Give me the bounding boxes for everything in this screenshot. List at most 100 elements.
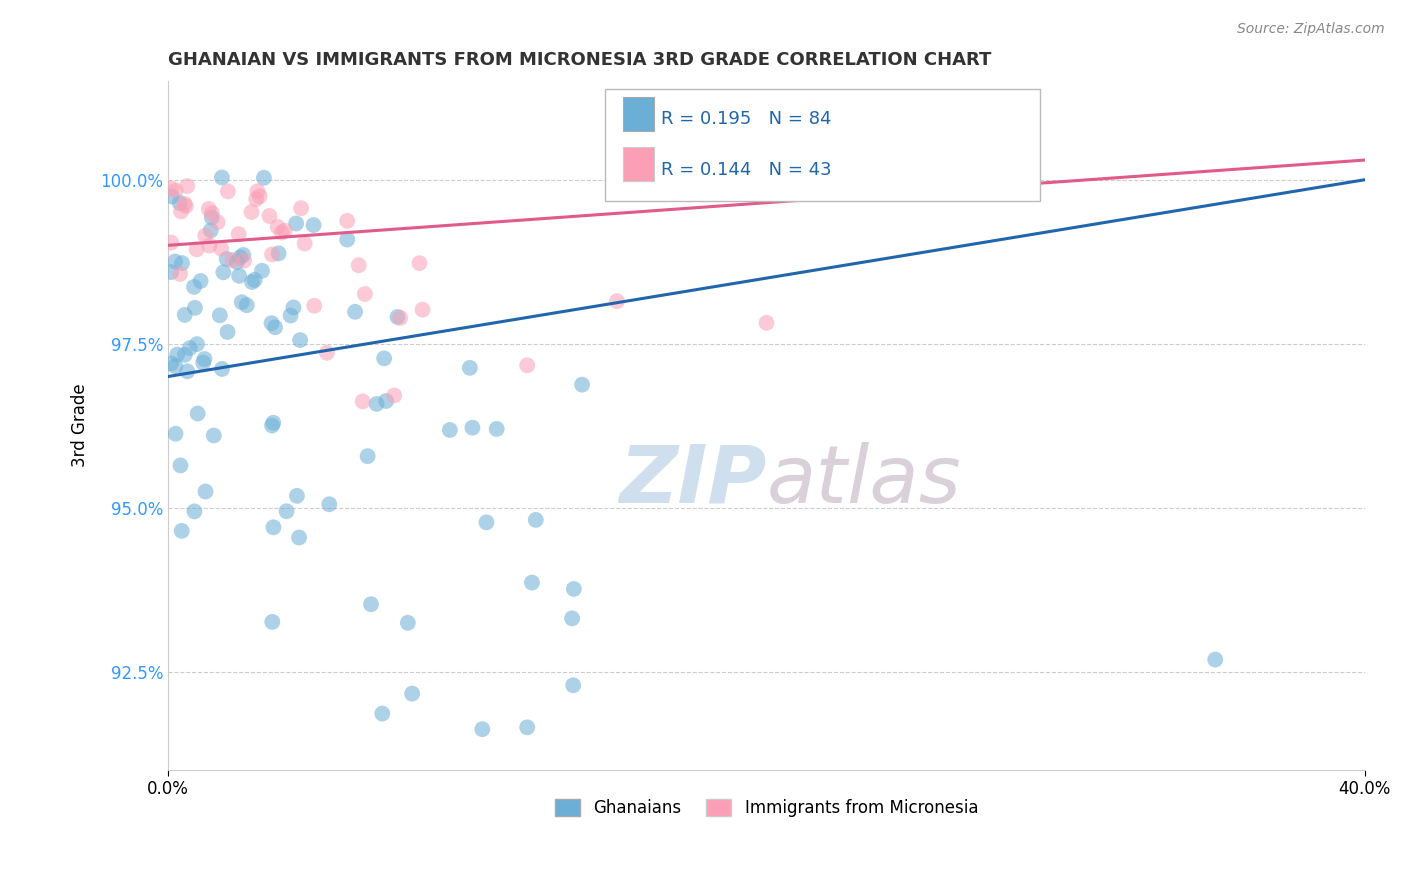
- Point: [267, 246, 290, 260]
- Point: [439, 423, 461, 437]
- Point: [354, 287, 377, 301]
- Point: [186, 243, 208, 257]
- Point: [347, 258, 370, 272]
- Point: [183, 504, 205, 518]
- Point: [165, 254, 187, 268]
- Y-axis label: 3rd Grade: 3rd Grade: [72, 384, 89, 467]
- Point: [169, 458, 191, 473]
- Point: [475, 516, 498, 530]
- Point: [194, 228, 217, 243]
- Point: [302, 218, 325, 232]
- Point: [232, 248, 254, 262]
- Point: [165, 359, 187, 374]
- Point: [262, 416, 284, 430]
- Point: [201, 206, 224, 220]
- Point: [264, 320, 287, 334]
- Point: [336, 214, 359, 228]
- Point: [170, 204, 193, 219]
- Point: [173, 197, 195, 211]
- Point: [191, 356, 214, 370]
- Point: [396, 615, 419, 630]
- Point: [176, 179, 198, 194]
- Point: [516, 359, 538, 373]
- Point: [221, 253, 243, 268]
- Point: [212, 265, 235, 279]
- Point: [245, 192, 267, 206]
- Point: [169, 195, 191, 210]
- Point: [288, 333, 311, 347]
- Point: [190, 274, 212, 288]
- Point: [571, 377, 593, 392]
- Point: [166, 347, 188, 361]
- Point: [356, 449, 378, 463]
- Point: [283, 301, 305, 315]
- Point: [215, 252, 238, 266]
- Text: atlas: atlas: [766, 442, 962, 520]
- Point: [262, 615, 284, 629]
- Point: [520, 575, 543, 590]
- Point: [344, 305, 367, 319]
- Text: Source: ZipAtlas.com: Source: ZipAtlas.com: [1237, 22, 1385, 37]
- Point: [211, 362, 233, 376]
- Point: [165, 184, 187, 198]
- Point: [183, 280, 205, 294]
- Point: [294, 236, 316, 251]
- Point: [173, 348, 195, 362]
- Point: [516, 720, 538, 734]
- Point: [249, 189, 271, 203]
- Point: [160, 189, 183, 203]
- Text: GHANAIAN VS IMMIGRANTS FROM MICRONESIA 3RD GRADE CORRELATION CHART: GHANAIAN VS IMMIGRANTS FROM MICRONESIA 3…: [169, 51, 991, 69]
- Point: [387, 310, 409, 324]
- Point: [240, 275, 263, 289]
- Point: [197, 202, 219, 216]
- Point: [170, 256, 193, 270]
- Point: [373, 351, 395, 366]
- Point: [304, 299, 326, 313]
- Point: [1204, 652, 1226, 666]
- Point: [371, 706, 394, 721]
- Point: [176, 364, 198, 378]
- Point: [193, 351, 215, 366]
- Point: [169, 267, 191, 281]
- Point: [186, 337, 208, 351]
- Point: [184, 301, 207, 315]
- Text: R = 0.195   N = 84: R = 0.195 N = 84: [661, 110, 831, 128]
- Point: [561, 611, 583, 625]
- Point: [266, 219, 288, 234]
- Point: [187, 407, 209, 421]
- Point: [260, 418, 283, 433]
- Point: [160, 235, 183, 250]
- Point: [458, 360, 481, 375]
- Point: [226, 255, 249, 269]
- Point: [174, 199, 197, 213]
- Point: [360, 597, 382, 611]
- Point: [318, 497, 340, 511]
- Point: [411, 302, 433, 317]
- Point: [471, 722, 494, 736]
- Point: [160, 356, 183, 370]
- Point: [408, 256, 430, 270]
- Point: [755, 316, 778, 330]
- Point: [562, 582, 585, 596]
- Point: [200, 223, 222, 237]
- Point: [280, 309, 302, 323]
- Point: [285, 489, 308, 503]
- Point: [524, 513, 547, 527]
- Point: [202, 428, 225, 442]
- Point: [562, 678, 585, 692]
- Point: [160, 181, 183, 195]
- Point: [270, 226, 292, 240]
- Point: [315, 345, 337, 359]
- Point: [207, 215, 229, 229]
- Point: [606, 294, 628, 309]
- Point: [382, 388, 405, 402]
- Point: [165, 426, 187, 441]
- Text: R = 0.144   N = 43: R = 0.144 N = 43: [661, 161, 831, 178]
- Point: [233, 253, 256, 268]
- Point: [485, 422, 508, 436]
- Point: [260, 247, 283, 261]
- Legend: Ghanaians, Immigrants from Micronesia: Ghanaians, Immigrants from Micronesia: [548, 792, 984, 823]
- Point: [375, 394, 398, 409]
- Point: [194, 484, 217, 499]
- Point: [208, 308, 231, 322]
